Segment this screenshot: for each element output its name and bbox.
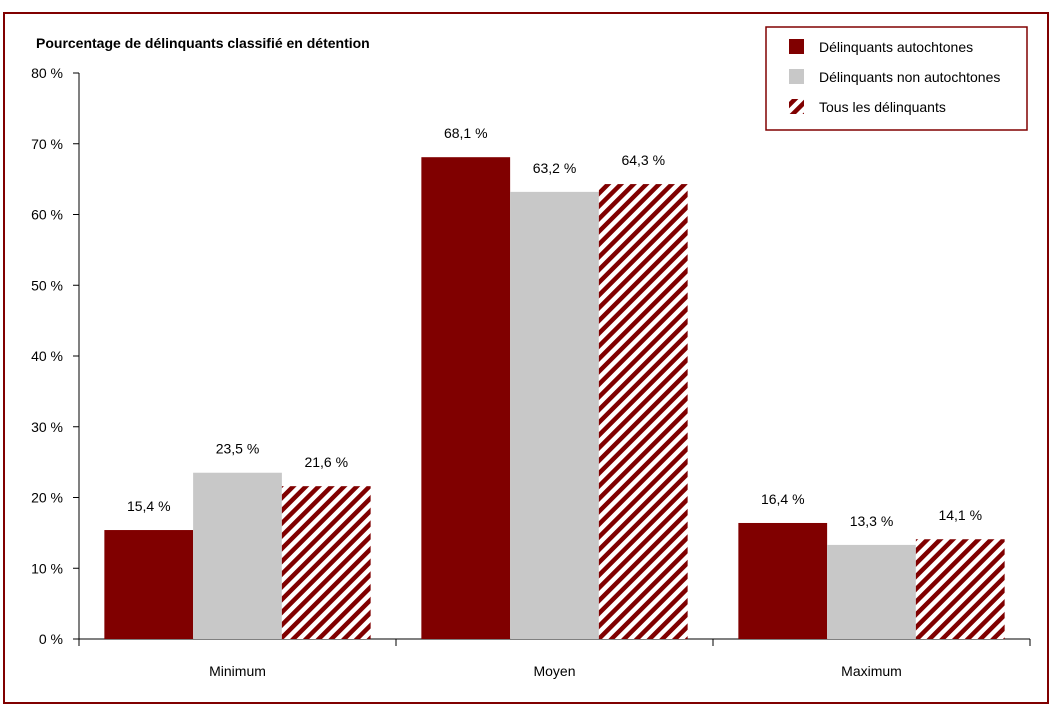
y-tick-label: 0 % (39, 631, 63, 647)
x-category-label: Maximum (841, 663, 902, 679)
bar (104, 530, 194, 639)
y-tick-label: 30 % (31, 419, 63, 435)
y-tick-label: 20 % (31, 490, 63, 506)
legend-label: Tous les délinquants (819, 99, 946, 115)
bar (421, 157, 511, 639)
bar (598, 184, 688, 639)
bar (915, 539, 1005, 639)
bar (738, 522, 828, 639)
x-category-label: Moyen (533, 663, 575, 679)
legend-label: Délinquants autochtones (819, 39, 973, 55)
data-label: 21,6 % (304, 454, 348, 470)
y-tick-label: 50 % (31, 277, 63, 293)
bar (827, 544, 916, 639)
y-tick-label: 70 % (31, 136, 63, 152)
data-labels: 15,4 % 23,5 % 21,6 % 68,1 % 63,2 % 64,3 % 16,4… (127, 125, 982, 529)
data-label: 15,4 % (127, 498, 171, 514)
bar (193, 472, 282, 639)
y-tick-label: 80 % (31, 65, 63, 81)
y-axis-title: Pourcentage de délinquants classifié en … (36, 35, 370, 51)
legend: Délinquants autochtones Délinquants non a… (765, 26, 1028, 131)
y-tick-label: 40 % (31, 348, 63, 364)
data-label: 13,3 % (850, 513, 894, 529)
legend-swatch (789, 39, 804, 54)
legend-box (765, 26, 1028, 131)
y-tick-label: 10 % (31, 560, 63, 576)
y-tick-label: 60 % (31, 207, 63, 223)
data-label: 23,5 % (216, 441, 260, 457)
bar (281, 486, 371, 639)
bar (510, 191, 599, 640)
data-label: 64,3 % (621, 152, 665, 168)
x-category-label: Minimum (209, 663, 266, 679)
legend-label: Délinquants non autochtones (819, 69, 1000, 85)
data-label: 14,1 % (938, 507, 982, 523)
data-label: 16,4 % (761, 491, 805, 507)
data-label: 63,2 % (533, 160, 577, 176)
y-axis: 0 % 10 % 20 % 30 % 40 % 50 % 60 % 70 % 80 % (31, 65, 80, 647)
legend-swatch (789, 69, 804, 84)
bars (104, 157, 1005, 640)
data-label: 68,1 % (444, 125, 488, 141)
legend-swatch (789, 99, 804, 114)
